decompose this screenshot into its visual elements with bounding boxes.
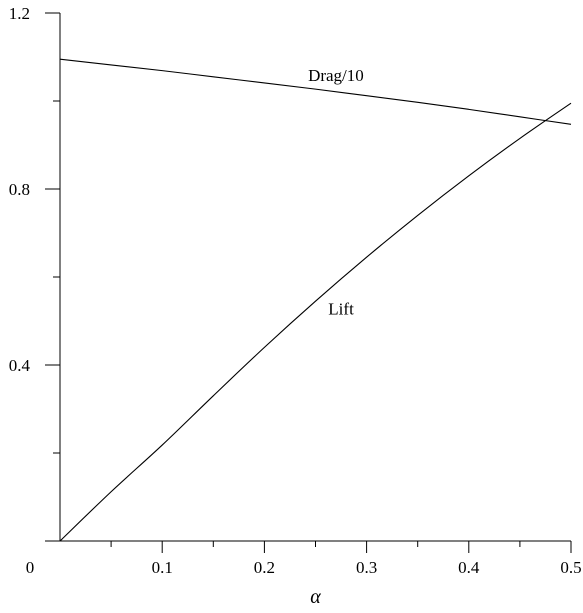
series-line-drag-10	[59, 58, 572, 125]
x-tick-label: 0.1	[152, 558, 173, 577]
x-tick-label: 0.2	[254, 558, 275, 577]
series-group	[59, 58, 572, 542]
origin-label: 0	[26, 558, 35, 577]
curve-label: Lift	[328, 299, 354, 318]
x-tick-label: 0.3	[356, 558, 377, 577]
y-tick-label: 0.8	[9, 180, 30, 199]
curve-label: Drag/10	[308, 66, 364, 85]
y-tick-label: 1.2	[9, 4, 30, 23]
x-axis-label: α	[310, 586, 321, 608]
x-tick-label: 0.5	[560, 558, 581, 577]
ticks	[45, 12, 572, 553]
labels: 0.1 0.2 0.3 0.4 0.5 0.4 0.8 1.2 0 α Drag/10 Lift	[9, 4, 582, 608]
y-tick-label: 0.4	[9, 356, 31, 375]
series-line-lift	[59, 102, 572, 542]
axes	[45, 13, 571, 542]
x-tick-label: 0.4	[458, 558, 480, 577]
